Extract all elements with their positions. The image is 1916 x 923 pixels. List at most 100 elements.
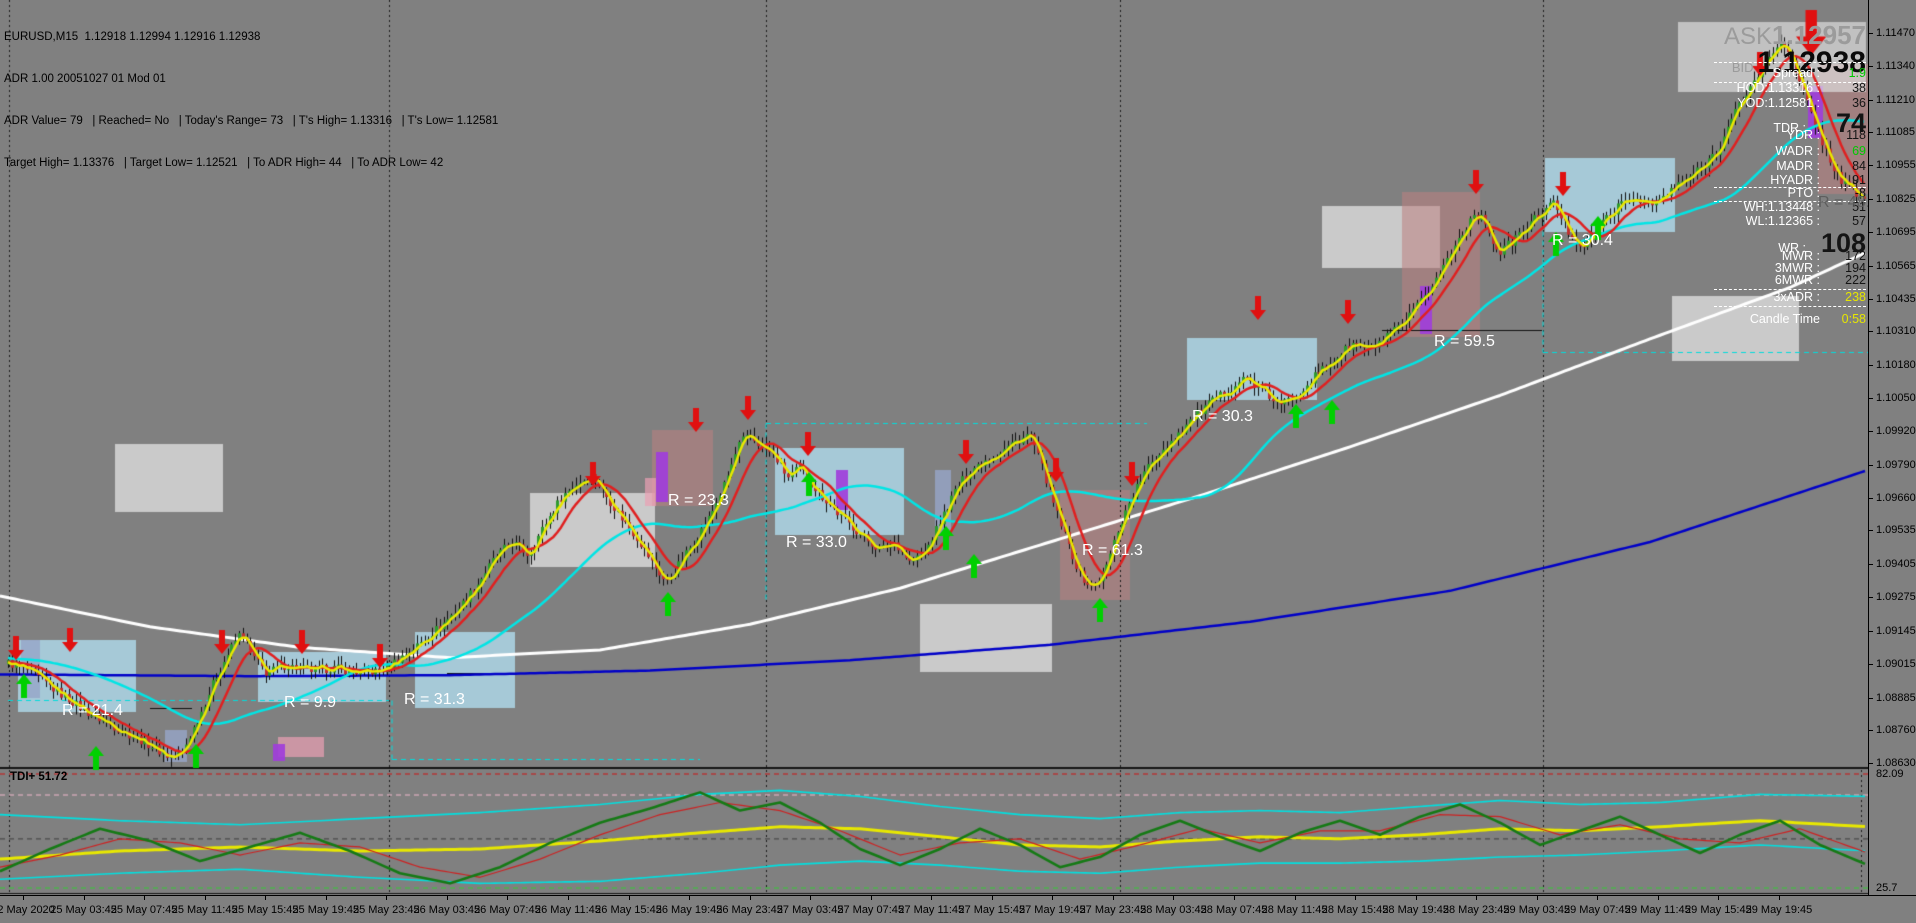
time-axis-tick	[567, 896, 569, 900]
quote-row-wl-1-12365-: WL:1.12365 : 57	[1746, 214, 1866, 228]
quote-row-value: 222	[1845, 273, 1866, 287]
time-axis-label: 27 May 15:45	[958, 904, 1026, 916]
tdi-indicator-label: TDI+ 51.72	[10, 771, 68, 783]
time-axis-tick	[144, 896, 146, 900]
time-axis-label: 22 May 2020	[0, 904, 55, 916]
range-label: R = 31.3	[404, 691, 465, 708]
time-axis-label: 28 May 11:45	[1261, 904, 1328, 916]
price-scale-tick	[1869, 630, 1873, 632]
price-scale-label: 1.11210	[1876, 93, 1915, 106]
price-scale-label: 1.09405	[1876, 557, 1916, 570]
time-axis-label: 26 May 15:45	[595, 904, 662, 916]
time-axis-label: 25 May 03:45	[50, 904, 117, 916]
time-axis-tick	[1052, 896, 1054, 900]
price-scale-label: 1.10180	[1876, 358, 1916, 371]
time-axis-tick	[265, 896, 267, 900]
quote-row-value: 84	[1852, 159, 1866, 173]
quote-row-label: MWR :	[1781, 249, 1820, 263]
quote-row-label: YOD:1.12581 :	[1737, 96, 1820, 110]
quote-row-value: 51	[1852, 200, 1866, 214]
time-axis-tick	[870, 896, 872, 900]
quote-row-value: 91	[1852, 173, 1866, 187]
price-scale-label: 1.09920	[1876, 425, 1916, 438]
time-axis-tick	[1536, 896, 1538, 900]
price-scale-tick	[1869, 664, 1873, 666]
quote-row-label: WADR :	[1775, 144, 1820, 158]
price-scale-label: 1.10565	[1876, 259, 1916, 272]
time-axis-label: 27 May 07:45	[837, 904, 905, 916]
time-axis-label: 25 May 11:45	[171, 904, 238, 916]
price-scale-tick	[1869, 265, 1873, 267]
time-axis-tick	[628, 896, 630, 900]
price-scale-label: 1.09275	[1876, 591, 1916, 604]
quote-row-value: 57	[1852, 214, 1866, 228]
price-scale-axis[interactable]: 1.11470 1.11340 1.11210 1.11085 1.10955 1.108…	[1868, 0, 1916, 895]
time-axis-tick	[386, 896, 388, 900]
panel-separator	[1714, 306, 1866, 307]
price-scale-label: 1.11340	[1876, 60, 1915, 73]
time-axis-tick	[689, 896, 691, 900]
price-scale-label: 1.10050	[1876, 392, 1916, 405]
quote-row-label: 6MWR :	[1774, 273, 1820, 287]
quote-row-madr-: MADR : 84	[1776, 159, 1866, 173]
time-axis-tick	[1778, 896, 1780, 900]
price-scale-label: 1.09790	[1876, 458, 1916, 471]
time-axis-tick	[1173, 896, 1175, 900]
time-axis-tick	[749, 896, 751, 900]
quote-row-value: 1.12957	[1772, 20, 1866, 50]
price-scale-label: 1.10435	[1876, 293, 1916, 306]
quote-row-mwr-: MWR : 172	[1782, 249, 1866, 263]
adr-values-line: ADR Value= 79 | Reached= No | Today's Ra…	[4, 115, 499, 127]
quote-row-value: 38	[1852, 81, 1866, 95]
time-axis-tick	[204, 896, 206, 900]
time-axis-tick	[931, 896, 933, 900]
quote-row-3mwr-: 3MWR : 194	[1775, 261, 1866, 275]
quote-row-value: 172	[1845, 249, 1866, 263]
quote-row-tdr-: TDR : 74	[1773, 110, 1866, 137]
time-axis-label: 25 May 15:45	[231, 904, 299, 916]
time-axis-label: 29 May 11:45	[1624, 904, 1691, 916]
panel-separator	[1714, 187, 1866, 188]
price-scale-tick	[1869, 198, 1873, 200]
time-axis-tick	[325, 896, 327, 900]
quote-row-label: MADR :	[1776, 159, 1820, 173]
price-scale-tick	[1869, 597, 1873, 599]
time-axis-label: 26 May 11:45	[535, 904, 601, 916]
price-scale-tick	[1869, 299, 1873, 301]
time-axis-label: 29 May 19:45	[1745, 904, 1813, 916]
time-axis-label: 25 May 07:45	[110, 904, 178, 916]
price-chart-canvas[interactable]	[0, 0, 1868, 895]
price-scale-label: 1.11470	[1876, 27, 1915, 39]
time-axis-label: 28 May 19:45	[1382, 904, 1449, 916]
time-axis-label: 25 May 23:45	[352, 904, 420, 916]
quote-row-value: 0:58	[1841, 312, 1866, 326]
price-scale-tick	[1869, 697, 1873, 699]
price-scale-label: 1.10955	[1876, 159, 1916, 172]
price-scale-tick	[1869, 99, 1873, 101]
time-axis-tick	[83, 896, 85, 900]
price-scale-tick	[1869, 563, 1873, 565]
range-label: R = 9.9	[284, 694, 337, 711]
quote-row-label: HYADR :	[1770, 173, 1820, 187]
quote-row-label: YDR :	[1786, 128, 1820, 142]
price-scale-tick	[1869, 331, 1873, 333]
price-scale-tick	[1869, 66, 1873, 68]
quote-row-6mwr-: 6MWR : 222	[1775, 273, 1866, 287]
time-axis-label: 26 May 19:45	[655, 904, 723, 916]
price-scale-tick	[1869, 498, 1873, 500]
time-axis-label: 29 May 03:45	[1503, 904, 1571, 916]
quote-row-value: 1.9	[1848, 66, 1866, 80]
time-axis-label: 28 May 15:45	[1321, 904, 1389, 916]
price-scale-tick	[1869, 33, 1873, 34]
quote-row-3xadr-: 3xADR : 238	[1773, 290, 1866, 304]
time-axis-label: 27 May 19:45	[1019, 904, 1086, 916]
quote-row-label: WH:1.13448 :	[1743, 200, 1820, 214]
range-label: R = 30.4	[1552, 232, 1613, 249]
price-scale-label: 1.09145	[1876, 624, 1916, 637]
price-scale-label: 1.09015	[1876, 658, 1916, 671]
price-scale-tick	[1869, 530, 1873, 532]
price-scale-label: 1.09535	[1876, 524, 1916, 537]
quote-row-label: Spread :	[1772, 66, 1820, 80]
time-axis-label: 28 May 03:45	[1140, 904, 1207, 916]
